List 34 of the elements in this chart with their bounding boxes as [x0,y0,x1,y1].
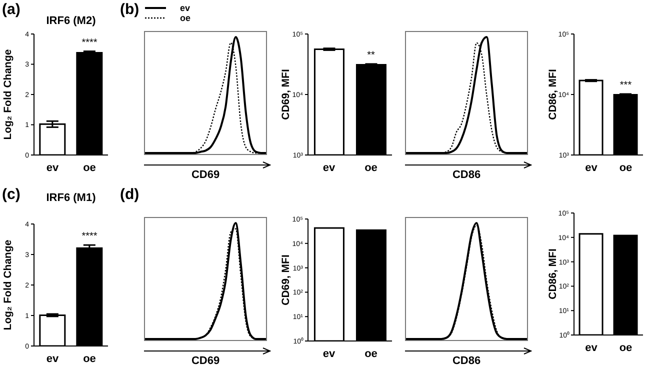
y-axis-title: Log₂ Fold Change [2,49,14,140]
legend-label: ev [180,3,190,13]
legend-label: oe [180,13,191,23]
text: (d) [120,186,140,203]
chart-title: IRF6 (M1) [45,191,97,205]
annotation: ** [367,50,375,62]
text: (b) [120,1,140,18]
x-tick-label: oe [619,342,632,354]
chart-title: IRF6 (M2) [45,14,97,28]
y-axis-title: CD86, MFI [546,69,559,120]
x-tick-label: oe [83,352,96,365]
x-tick-label: ev [46,162,60,174]
x-tick-label: oe [364,162,378,174]
x-tick-label: ev [322,348,336,360]
y-axis-title: Log₂ Fold Change [2,240,14,330]
annotation: **** [82,230,98,242]
x-tick-label: oe [364,348,378,360]
annotation: **** [82,38,98,49]
x-axis-title: CD86 [451,169,482,181]
x-tick-label: ev [585,342,598,354]
annotation: *** [620,80,632,92]
x-axis-title: CD86 [451,355,482,367]
text: (c) [2,186,20,203]
x-tick-label: oe [83,162,96,174]
x-tick-label: oe [619,162,632,174]
x-tick-label: ev [46,352,60,365]
y-axis-title: CD69, MFI [280,69,292,120]
y-axis-title: CD69, MFI [280,254,292,306]
y-axis-title: CD86, MFI [546,248,559,300]
text: (a) [2,1,20,18]
x-axis-title: CD69 [190,169,221,181]
x-tick-label: ev [585,162,598,174]
x-axis-title: CD69 [190,355,221,367]
x-tick-label: ev [322,162,336,174]
